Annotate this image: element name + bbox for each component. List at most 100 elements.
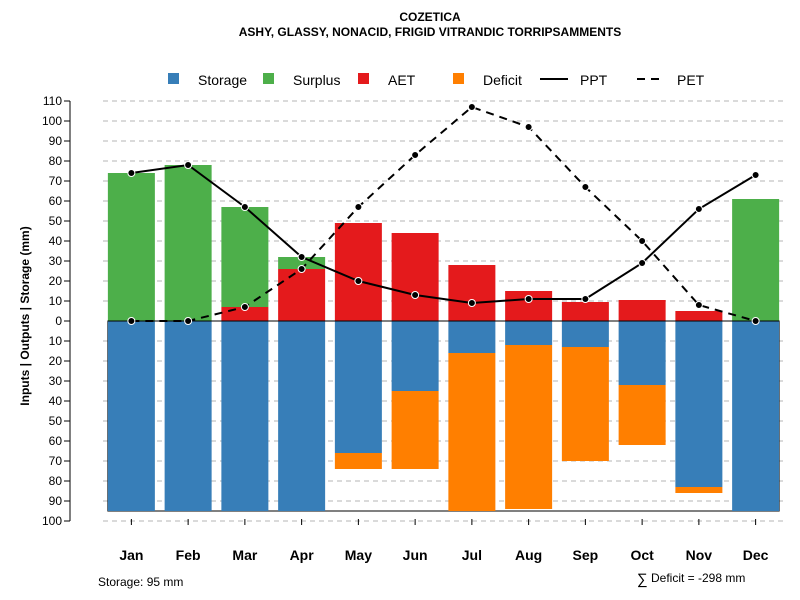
ppt-point bbox=[638, 259, 647, 267]
grid-lines bbox=[103, 100, 784, 522]
surplus-bar bbox=[278, 257, 326, 269]
y-tick-label: 90 bbox=[49, 134, 63, 148]
y-tick-label: 70 bbox=[49, 174, 63, 188]
storage-bar bbox=[618, 321, 666, 385]
y-tick-label: 30 bbox=[49, 374, 63, 388]
x-tick-label: Jul bbox=[462, 547, 482, 563]
ppt-line bbox=[131, 163, 757, 305]
y-tick-label: 40 bbox=[49, 234, 63, 248]
storage-bar bbox=[675, 321, 723, 487]
storage-bar bbox=[505, 321, 553, 345]
lines bbox=[127, 103, 760, 325]
y-axis-label: Inputs | Outputs | Storage (mm) bbox=[18, 226, 32, 405]
y-tick-label: 40 bbox=[49, 394, 63, 408]
storage-bar bbox=[561, 321, 609, 347]
x-tick-label: Jun bbox=[403, 547, 428, 563]
x-tick-label: Dec bbox=[743, 547, 769, 563]
legend: Storage Surplus AET Deficit PPT PET bbox=[168, 72, 705, 88]
y-tick-label: 100 bbox=[42, 514, 62, 528]
ppt-point bbox=[297, 253, 306, 261]
aet-bar bbox=[561, 302, 609, 321]
storage-bar bbox=[391, 321, 439, 391]
bars bbox=[107, 165, 780, 512]
storage-bar bbox=[278, 321, 326, 511]
x-tick-label: Jan bbox=[119, 547, 143, 563]
storage-bar bbox=[164, 321, 212, 511]
y-tick-label: 60 bbox=[49, 194, 63, 208]
storage-bar bbox=[334, 321, 382, 453]
y-tick-label: 70 bbox=[49, 454, 63, 468]
pet-point bbox=[297, 265, 306, 273]
ppt-point bbox=[467, 299, 476, 307]
deficit-note: Deficit = -298 mm bbox=[651, 571, 745, 585]
legend-label-deficit: Deficit bbox=[483, 72, 522, 88]
pet-point bbox=[751, 317, 760, 325]
y-tick-label: 100 bbox=[42, 114, 62, 128]
surplus-bar bbox=[107, 173, 155, 321]
x-tick-label: Mar bbox=[232, 547, 257, 563]
x-tick-label: Apr bbox=[290, 547, 315, 563]
ppt-point bbox=[354, 277, 363, 285]
y-tick-label: 10 bbox=[49, 294, 63, 308]
x-tick-label: Sep bbox=[573, 547, 599, 563]
y-tick-label: 80 bbox=[49, 474, 63, 488]
ppt-point bbox=[127, 169, 136, 177]
y-tick-label: 20 bbox=[49, 274, 63, 288]
legend-swatch-aet bbox=[358, 73, 369, 84]
deficit-bar bbox=[391, 391, 439, 469]
ppt-point bbox=[694, 205, 703, 213]
deficit-bar bbox=[334, 453, 382, 469]
y-axis: 1101009080706050403020100102030405060708… bbox=[42, 94, 71, 528]
storage-note: Storage: 95 mm bbox=[98, 575, 183, 589]
y-tick-label: 30 bbox=[49, 254, 63, 268]
ppt-point bbox=[411, 291, 420, 299]
storage-bar bbox=[448, 321, 496, 353]
deficit-bar bbox=[675, 487, 723, 493]
pet-line bbox=[131, 105, 756, 322]
deficit-bar bbox=[448, 353, 496, 511]
y-tick-label: 50 bbox=[49, 214, 63, 228]
x-tick-label: Oct bbox=[630, 547, 654, 563]
pet-point bbox=[411, 151, 420, 159]
y-tick-label: 10 bbox=[49, 334, 63, 348]
pet-point bbox=[127, 317, 136, 325]
pet-point bbox=[524, 123, 533, 131]
deficit-bar bbox=[561, 347, 609, 461]
storage-bar bbox=[732, 321, 780, 511]
deficit-sum-icon: ∑ bbox=[637, 571, 648, 588]
storage-bar bbox=[107, 321, 155, 511]
storage-bar bbox=[221, 321, 269, 511]
pet-point bbox=[184, 317, 193, 325]
deficit-bar bbox=[618, 385, 666, 445]
legend-swatch-storage bbox=[168, 73, 179, 84]
chart-title: COZETICA bbox=[399, 10, 461, 24]
y-tick-label: 20 bbox=[49, 354, 63, 368]
y-tick-label: 50 bbox=[49, 414, 63, 428]
pet-point bbox=[581, 183, 590, 191]
legend-label-surplus: Surplus bbox=[293, 72, 340, 88]
aet-bar bbox=[334, 223, 382, 321]
legend-label-aet: AET bbox=[388, 72, 416, 88]
legend-label-pet: PET bbox=[677, 72, 705, 88]
y-tick-label: 0 bbox=[55, 314, 62, 328]
ppt-point bbox=[524, 295, 533, 303]
ppt-point bbox=[751, 171, 760, 179]
y-tick-label: 110 bbox=[43, 94, 62, 108]
y-tick-label: 60 bbox=[49, 434, 63, 448]
pet-point bbox=[354, 203, 363, 211]
surplus-bar bbox=[164, 165, 212, 321]
x-tick-label: Feb bbox=[176, 547, 201, 563]
surplus-bar bbox=[221, 207, 269, 307]
y-tick-label: 90 bbox=[49, 494, 63, 508]
pet-point bbox=[638, 237, 647, 245]
x-tick-label: Nov bbox=[686, 547, 713, 563]
x-tick-label: May bbox=[345, 547, 372, 563]
ppt-point bbox=[240, 203, 249, 211]
aet-bar bbox=[278, 269, 326, 321]
legend-label-storage: Storage bbox=[198, 72, 247, 88]
surplus-bar bbox=[732, 199, 780, 321]
aet-bar bbox=[675, 311, 723, 321]
pet-point bbox=[240, 303, 249, 311]
x-tick-label: Aug bbox=[515, 547, 542, 563]
